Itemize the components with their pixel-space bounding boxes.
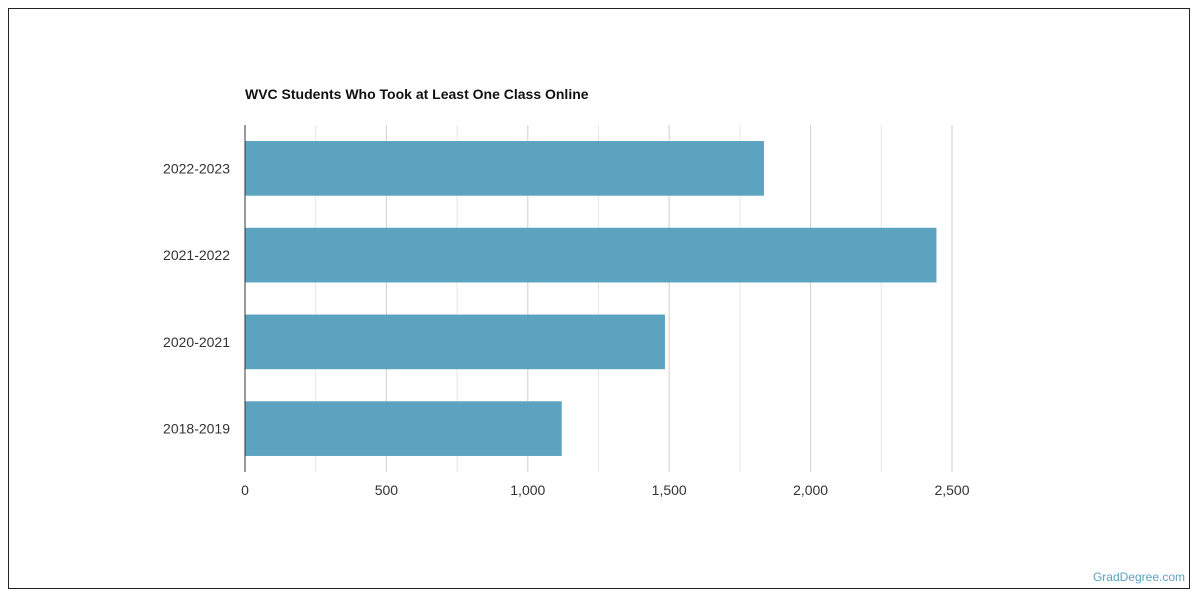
bar-2021-2022 [245, 227, 937, 283]
x-tick-label: 2,500 [934, 482, 969, 498]
bar-2020-2021 [245, 314, 665, 370]
x-tick-label: 0 [241, 482, 249, 498]
x-tick-label: 2,000 [793, 482, 828, 498]
x-tick-label: 1,000 [510, 482, 545, 498]
y-tick-label: 2021-2022 [163, 247, 230, 263]
bar-2022-2023 [245, 141, 764, 196]
watermark-link[interactable]: GradDegree.com [1092, 570, 1185, 584]
x-tick-label: 1,500 [652, 482, 687, 498]
y-tick-label: 2022-2023 [163, 160, 230, 176]
chart-title: WVC Students Who Took at Least One Class… [245, 86, 589, 102]
y-tick-label: 2020-2021 [163, 334, 230, 350]
x-tick-label: 500 [375, 482, 399, 498]
y-tick-label: 2018-2019 [163, 421, 230, 437]
bar-2018-2019 [245, 401, 562, 456]
